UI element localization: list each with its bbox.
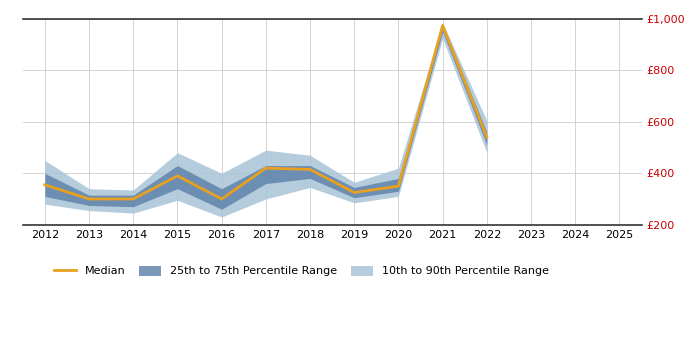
Legend: Median, 25th to 75th Percentile Range, 10th to 90th Percentile Range: Median, 25th to 75th Percentile Range, 1… (49, 261, 553, 281)
